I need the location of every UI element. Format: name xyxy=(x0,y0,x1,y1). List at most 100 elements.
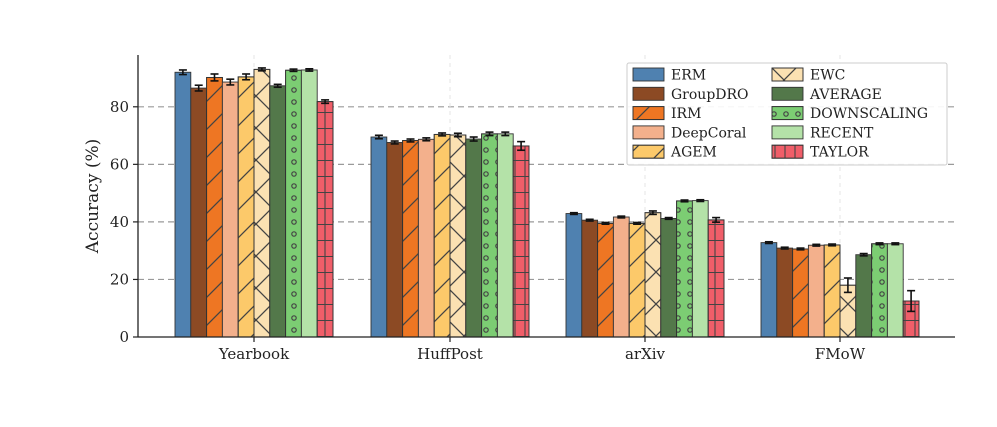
bar-average-yearbook xyxy=(269,85,287,338)
error-bar xyxy=(648,210,657,216)
y-tick-label: 20 xyxy=(110,270,129,288)
error-bar xyxy=(517,140,526,152)
bar-erm-arxiv xyxy=(565,213,583,338)
error-bar xyxy=(859,252,868,257)
error-bar xyxy=(696,198,705,203)
error-bar xyxy=(617,215,626,219)
axes xyxy=(137,55,955,338)
legend-label: AVERAGE xyxy=(809,87,882,103)
error-bar xyxy=(712,216,721,223)
bar-hatch xyxy=(792,248,809,338)
x-tick-label: Yearbook xyxy=(218,345,290,363)
bar-hatch xyxy=(823,244,841,338)
error-bar xyxy=(812,243,821,247)
bar-groupdro-fmow xyxy=(776,247,794,338)
bar-deepcoral-yearbook xyxy=(221,81,239,338)
legend-label: AGEM xyxy=(670,145,717,161)
bar-hatch xyxy=(644,212,662,338)
error-bar xyxy=(273,83,282,89)
bar-recent-yearbook xyxy=(300,69,318,338)
error-bar xyxy=(469,136,478,142)
bar-hatch xyxy=(449,134,467,338)
legend-item-downscaling: DOWNSCALING xyxy=(771,106,928,122)
error-bar xyxy=(210,73,219,82)
error-bar xyxy=(601,221,610,225)
bar-hatch xyxy=(871,243,888,338)
bar-hatch xyxy=(285,69,302,338)
y-tick-label: 60 xyxy=(110,155,129,173)
error-bar xyxy=(194,84,203,92)
error-bar xyxy=(501,131,510,137)
legend-label: EWC xyxy=(810,68,845,84)
bar-recent-fmow xyxy=(886,243,904,338)
legend-label: DOWNSCALING xyxy=(810,106,928,122)
error-bar xyxy=(390,140,399,145)
legend-item-groupdro: GroupDRO xyxy=(632,87,749,103)
y-ticks: 0 20 40 60 80 xyxy=(110,98,138,346)
error-bar xyxy=(875,242,884,246)
x-ticks: Yearbook HuffPost arXiv FMoW xyxy=(218,337,866,363)
error-bar xyxy=(438,132,447,137)
error-bar xyxy=(453,132,462,138)
error-bar xyxy=(226,78,235,86)
bar-hatch xyxy=(481,133,498,338)
bar-groupdro-yearbook xyxy=(190,87,208,338)
bar-recent-huffpost xyxy=(496,133,514,338)
error-bar xyxy=(664,216,673,221)
bar-hatch xyxy=(237,76,255,338)
bar-hatch xyxy=(433,133,451,338)
legend-item-taylor: TAYLOR xyxy=(771,145,869,161)
bar-hatch xyxy=(316,101,334,338)
bar-groupdro-huffpost xyxy=(386,142,404,338)
legend-item-agem: AGEM xyxy=(632,145,717,161)
legend-label: IRM xyxy=(671,106,701,122)
error-bar xyxy=(907,289,916,313)
bar-hatch xyxy=(628,222,646,338)
error-bar xyxy=(178,69,187,76)
bar-groupdro-arxiv xyxy=(581,219,599,338)
bar-average-huffpost xyxy=(465,138,483,338)
bar-hatch xyxy=(402,140,419,338)
legend-label: TAYLOR xyxy=(810,145,869,161)
x-tick-label: FMoW xyxy=(815,345,866,363)
error-bar xyxy=(242,73,251,81)
bars xyxy=(174,68,920,338)
error-bar xyxy=(796,247,805,251)
bar-average-arxiv xyxy=(660,217,678,338)
bar-recent-arxiv xyxy=(691,200,709,338)
legend-item-average: AVERAGE xyxy=(771,87,882,103)
legend-label: ERM xyxy=(671,68,706,84)
error-bar xyxy=(843,277,852,294)
bar-average-fmow xyxy=(855,254,873,338)
legend-item-irm: IRM xyxy=(632,106,701,122)
legend-label: GroupDRO xyxy=(671,87,749,103)
error-bar xyxy=(485,131,494,137)
error-bar xyxy=(680,199,689,203)
bar-hatch xyxy=(512,145,530,338)
bar-hatch xyxy=(707,219,725,338)
legend-item-recent: RECENT xyxy=(771,125,874,141)
y-axis-label: Accuracy (%) xyxy=(83,139,103,254)
legend-label: RECENT xyxy=(810,125,874,141)
error-bar xyxy=(321,99,330,105)
legend: ERM GroupDRO IRM DeepCoral AGEM EWC AVERAGE DOW… xyxy=(626,62,948,166)
error-bar xyxy=(289,68,298,73)
bar-erm-yearbook xyxy=(174,71,192,338)
error-bar xyxy=(828,243,837,247)
bar-deepcoral-arxiv xyxy=(612,216,630,338)
error-bar xyxy=(305,68,314,72)
legend-item-ewc: EWC xyxy=(771,68,845,84)
bar-hatch xyxy=(253,68,271,338)
error-bar xyxy=(569,211,578,216)
error-bars xyxy=(178,67,916,313)
error-bar xyxy=(257,67,266,72)
bar-deepcoral-fmow xyxy=(807,244,825,338)
error-bar xyxy=(891,242,900,246)
legend-item-deepcoral: DeepCoral xyxy=(632,125,747,141)
bar-hatch xyxy=(597,222,614,338)
y-tick-label: 80 xyxy=(110,98,129,116)
bar-deepcoral-huffpost xyxy=(417,138,435,338)
bar-hatch xyxy=(676,200,693,338)
x-tick-label: HuffPost xyxy=(417,345,483,363)
